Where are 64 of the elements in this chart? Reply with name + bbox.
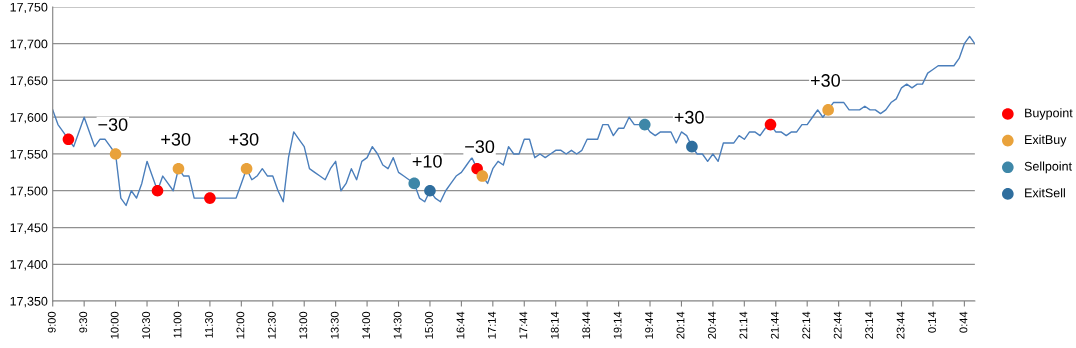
x-tick-label: 0:44	[959, 311, 968, 333]
x-tick-label: 12:30	[267, 311, 276, 339]
y-tick-label: 17,400	[10, 260, 48, 271]
legend-label: Buypoint	[1025, 108, 1073, 120]
point	[240, 162, 253, 175]
point	[62, 133, 75, 146]
point	[822, 104, 834, 116]
annotation: +30	[161, 132, 191, 146]
x-tick-label: 12:00	[236, 311, 245, 339]
y-tick-label: 17,600	[10, 113, 48, 124]
y-tick-label: 17,750	[10, 2, 48, 14]
x-tick-label: 20:44	[708, 311, 716, 339]
annotation: +30	[674, 110, 704, 124]
point	[686, 140, 698, 153]
point	[151, 184, 164, 197]
point	[408, 177, 421, 190]
x-tick-label: 21:14	[739, 311, 748, 339]
x-tick-label: 19:14	[613, 311, 622, 339]
x-tick-label: 22:44	[833, 311, 842, 339]
y-tick-label: 17,700	[10, 39, 48, 50]
line-series	[52, 35, 975, 207]
annotation: −30	[98, 118, 128, 131]
x-tick-label: 11:30	[205, 311, 213, 338]
x-tick-label: 15:00	[425, 311, 433, 339]
point	[172, 162, 185, 175]
point	[424, 184, 436, 197]
x-tick-label: 13:30	[330, 311, 339, 339]
annotation: −30	[465, 140, 495, 154]
point	[638, 118, 651, 131]
x-tick-label: 23:44	[896, 311, 905, 339]
x-tick-label: 21:44	[770, 311, 779, 339]
x-tick-label: 11:00	[173, 311, 182, 338]
y-tick-label: 17,350	[10, 296, 48, 308]
point	[476, 170, 489, 182]
x-tick-label: 9:00	[47, 311, 56, 333]
legend-label: ExitBuy	[1025, 134, 1067, 147]
legend-label: ExitSell	[1025, 188, 1065, 198]
x-tick-label: 17:14	[488, 311, 496, 339]
annotation: +30	[229, 132, 259, 146]
y-tick-label: 17,550	[10, 149, 48, 161]
x-tick-label: 18:14	[550, 311, 559, 339]
annotation: +30	[810, 74, 840, 87]
x-tick-label: 10:00	[110, 311, 119, 339]
x-tick-label: 20:14	[676, 311, 685, 339]
legend-label: Sellpoint	[1024, 161, 1072, 174]
x-tick-label: 23:14	[865, 311, 874, 339]
point	[764, 118, 777, 131]
x-tick-label: 19:44	[645, 311, 653, 339]
y-tick-label: 17,650	[10, 76, 48, 87]
x-tick-label: 13:00	[299, 311, 308, 339]
annotation: +10	[412, 154, 442, 168]
x-tick-label: 10:30	[142, 311, 151, 339]
x-tick-label: 18:44	[582, 311, 591, 339]
point	[204, 192, 216, 204]
x-tick-label: 9:30	[79, 311, 88, 333]
x-tick-label: 14:00	[362, 311, 371, 339]
y-tick-label: 17,500	[10, 186, 48, 197]
x-tick-label: 22:14	[802, 311, 811, 339]
x-tick-label: 14:30	[393, 311, 402, 339]
x-tick-label: 17:44	[519, 311, 528, 339]
x-tick-label: 16:44	[456, 311, 465, 339]
y-tick-label: 17,450	[10, 223, 48, 234]
point	[109, 148, 122, 160]
x-tick-label: 0:14	[928, 311, 936, 333]
